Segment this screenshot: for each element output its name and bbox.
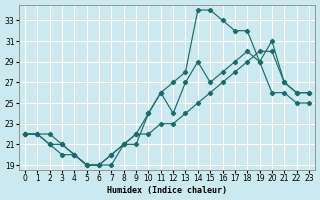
X-axis label: Humidex (Indice chaleur): Humidex (Indice chaleur) [107, 186, 227, 195]
